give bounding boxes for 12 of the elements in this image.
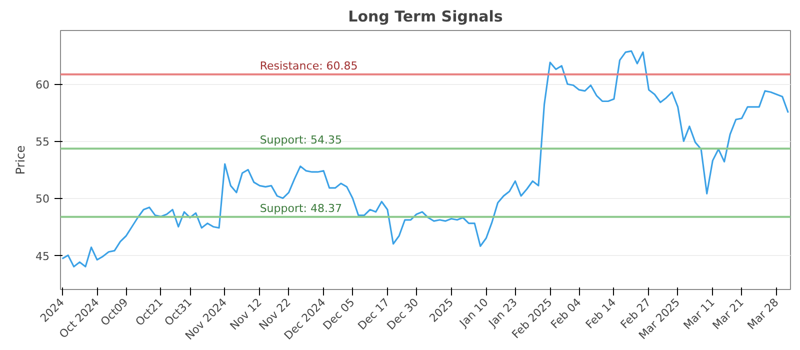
y-tick-label: 50 bbox=[36, 192, 50, 206]
y-tick-label: 55 bbox=[36, 136, 50, 149]
line-series bbox=[61, 50, 789, 268]
ref-line-label: Support: 54.35 bbox=[260, 134, 342, 147]
x-tick-label: Mar 28 bbox=[744, 296, 782, 332]
ref-line-label: Support: 48.37 bbox=[260, 202, 342, 215]
y-tick-label: 60 bbox=[36, 78, 50, 92]
y-tick-label: 45 bbox=[36, 250, 50, 263]
x-tick-label: Feb 14 bbox=[583, 296, 619, 332]
chart-title: Long Term Signals bbox=[348, 8, 503, 26]
ref-line-label: Resistance: 60.85 bbox=[260, 59, 358, 72]
y-axis-title: Price bbox=[14, 145, 28, 175]
